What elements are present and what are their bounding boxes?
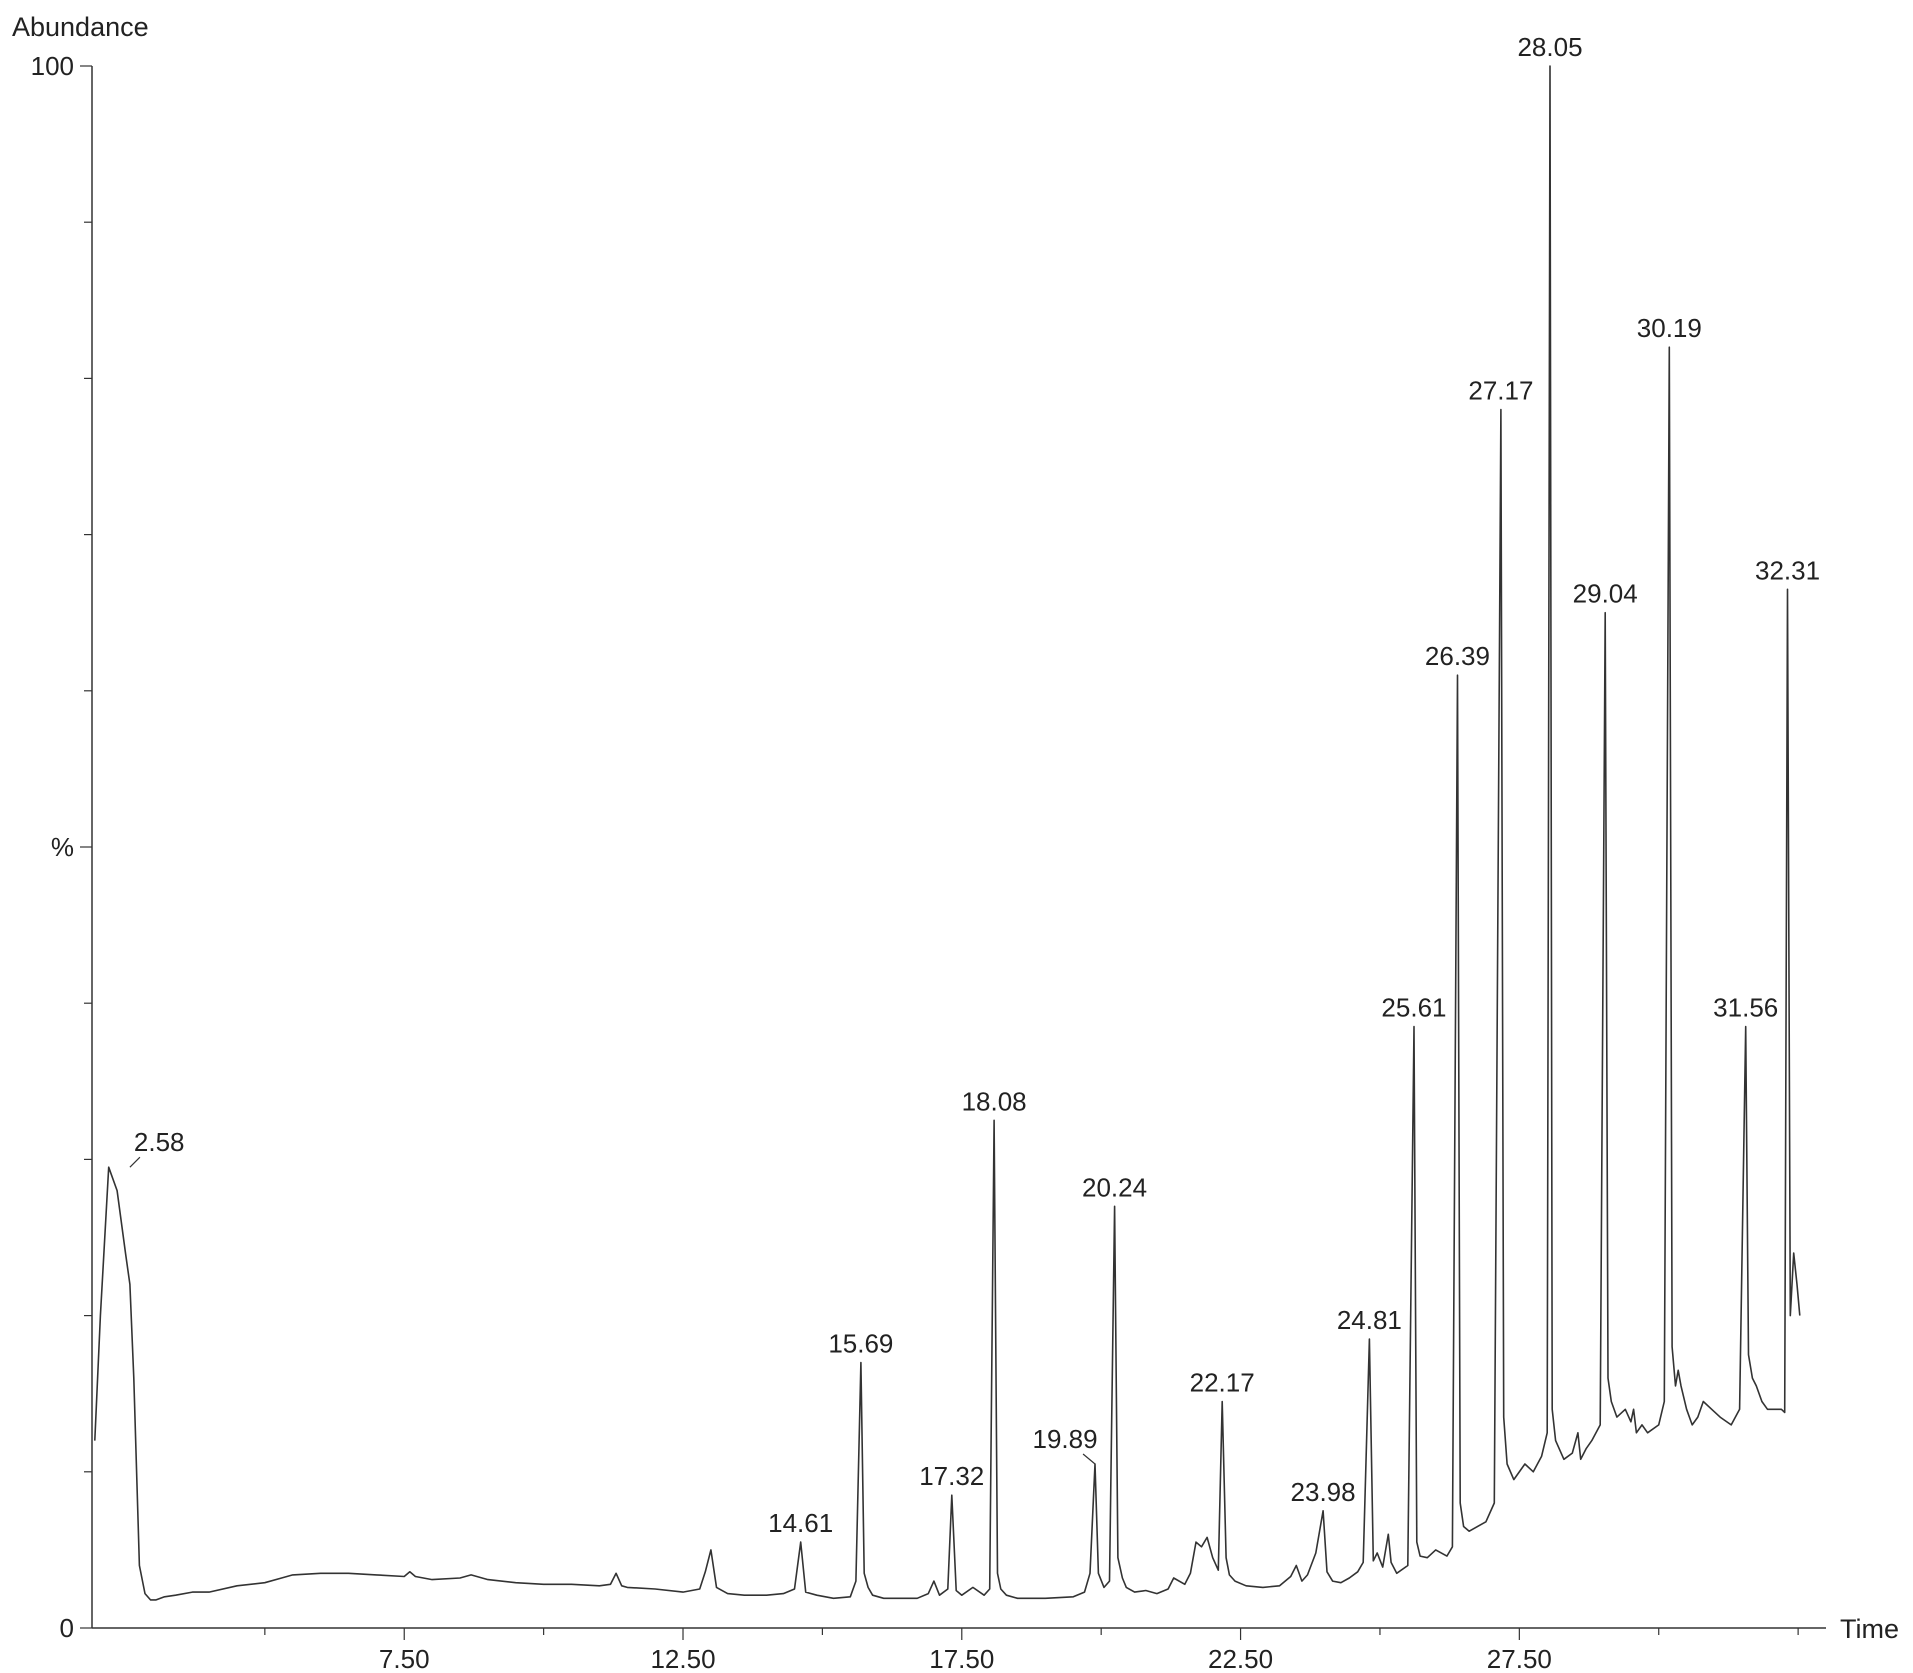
peak-marker: 24.81 (1337, 1305, 1402, 1335)
peak-marker: 20.24 (1082, 1172, 1147, 1202)
x-axis: Time (92, 1614, 1899, 1644)
peak-label: 23.98 (1291, 1477, 1356, 1507)
y-tick-label: 0 (60, 1613, 74, 1643)
x-tick-label: 17.50 (929, 1644, 994, 1673)
peak-label: 19.89 (1033, 1424, 1098, 1454)
peak-marker: 15.69 (828, 1328, 893, 1358)
x-tick-label: 27.50 (1487, 1644, 1552, 1673)
peak-marker: 19.89 (1033, 1424, 1098, 1465)
peak-marker: 28.05 (1517, 32, 1582, 62)
peak-labels: 2.58 14.61 15.69 17.32 18.08 19.89 20.24 22.17 2… (129, 32, 1820, 1538)
peak-marker: 2.58 (129, 1127, 185, 1168)
peak-marker: 25.61 (1381, 993, 1446, 1023)
peak-label: 32.31 (1755, 555, 1820, 585)
peak-label: 18.08 (962, 1086, 1027, 1116)
peak-label: 20.24 (1082, 1172, 1147, 1202)
peak-marker: 32.31 (1755, 555, 1820, 585)
y-tick-label: 100 (31, 51, 74, 81)
peak-label: 17.32 (919, 1461, 984, 1491)
x-tick-label: 7.50 (379, 1644, 430, 1673)
y-tick-label: % (51, 832, 74, 862)
y-axis-title: Abundance (12, 12, 149, 42)
y-ticks: 100% 0 (31, 51, 92, 1643)
peak-marker: 18.08 (962, 1086, 1027, 1116)
peak-label: 2.58 (134, 1127, 185, 1157)
x-axis-title: Time (1840, 1614, 1899, 1644)
peak-marker: 14.61 (768, 1508, 833, 1538)
peak-marker: 26.39 (1425, 641, 1490, 671)
x-tick-label: 12.50 (650, 1644, 715, 1673)
peak-label: 24.81 (1337, 1305, 1402, 1335)
peak-label: 22.17 (1190, 1368, 1255, 1398)
peak-label: 30.19 (1637, 313, 1702, 343)
x-tick-label: 22.50 (1208, 1644, 1273, 1673)
peak-marker: 31.56 (1713, 993, 1778, 1023)
chromatogram-trace (94, 65, 1801, 1601)
x-ticks: 7.50 12.50 17.50 22.50 27.50 (264, 1628, 1799, 1673)
peak-label: 15.69 (828, 1328, 893, 1358)
peak-label: 26.39 (1425, 641, 1490, 671)
peak-marker: 27.17 (1468, 376, 1533, 406)
peak-marker: 23.98 (1291, 1477, 1356, 1507)
peak-label: 28.05 (1517, 32, 1582, 62)
peak-label: 27.17 (1468, 376, 1533, 406)
peak-marker: 29.04 (1573, 579, 1638, 609)
peak-label: 14.61 (768, 1508, 833, 1538)
peak-marker: 22.17 (1190, 1368, 1255, 1398)
peak-marker: 17.32 (919, 1461, 984, 1491)
peak-label: 25.61 (1381, 993, 1446, 1023)
peak-marker: 30.19 (1637, 313, 1702, 343)
peak-label: 29.04 (1573, 579, 1638, 609)
peak-label: 31.56 (1713, 993, 1778, 1023)
